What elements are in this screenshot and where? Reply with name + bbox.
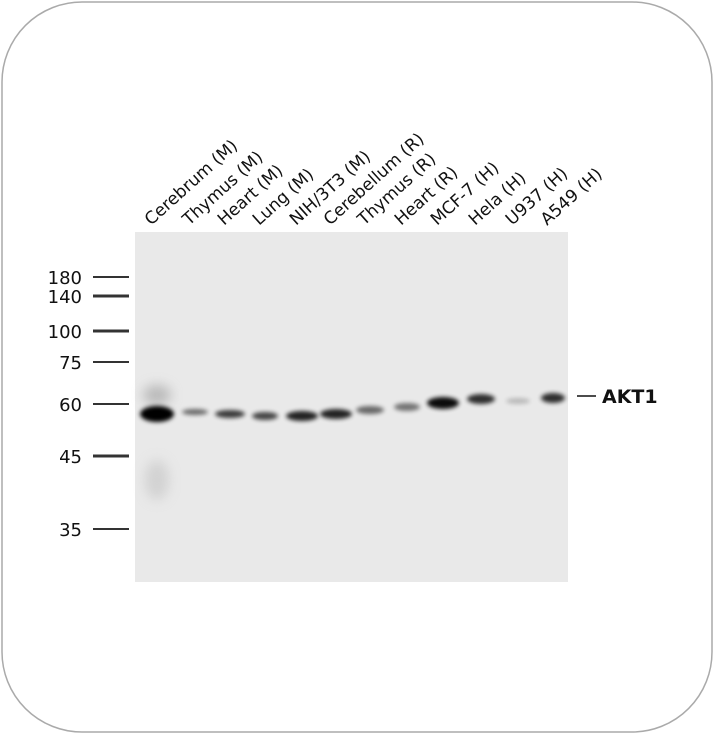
marker-label: 140: [48, 287, 82, 308]
marker-label: 75: [59, 353, 82, 374]
labels: Cerebrum (M)Thymus (M)Heart (M)Lung (M)N…: [48, 129, 607, 541]
blot-membrane: [135, 232, 568, 582]
marker-label: 180: [48, 268, 82, 289]
band: [506, 398, 530, 404]
marker-label: 60: [59, 395, 82, 416]
band: [541, 393, 565, 403]
target-label: AKT1: [602, 386, 658, 408]
band: [286, 411, 318, 421]
band: [427, 397, 459, 409]
smear: [143, 385, 171, 405]
marker-label: 35: [59, 520, 82, 541]
smear: [145, 460, 169, 500]
band: [356, 406, 384, 414]
marker-label: 45: [59, 447, 82, 468]
band: [140, 406, 174, 422]
band: [215, 410, 245, 418]
band: [320, 409, 352, 419]
bands: [140, 385, 565, 500]
band: [182, 409, 208, 415]
band: [252, 412, 278, 420]
marker-label: 100: [48, 322, 82, 343]
band: [394, 403, 420, 411]
band: [467, 394, 495, 404]
